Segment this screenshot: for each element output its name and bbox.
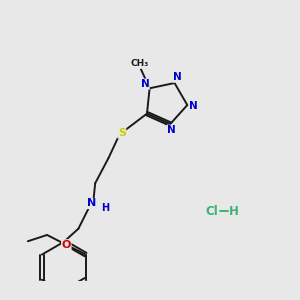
- Text: S: S: [118, 128, 126, 138]
- Text: N: N: [173, 72, 182, 82]
- Text: N: N: [87, 199, 96, 208]
- Text: N: N: [189, 101, 198, 111]
- Text: N: N: [141, 79, 149, 89]
- Text: CH₃: CH₃: [130, 59, 148, 68]
- Text: O: O: [61, 240, 71, 250]
- Text: H: H: [229, 205, 239, 218]
- Text: Cl: Cl: [206, 205, 218, 218]
- Text: H: H: [101, 203, 109, 213]
- Text: N: N: [167, 125, 176, 135]
